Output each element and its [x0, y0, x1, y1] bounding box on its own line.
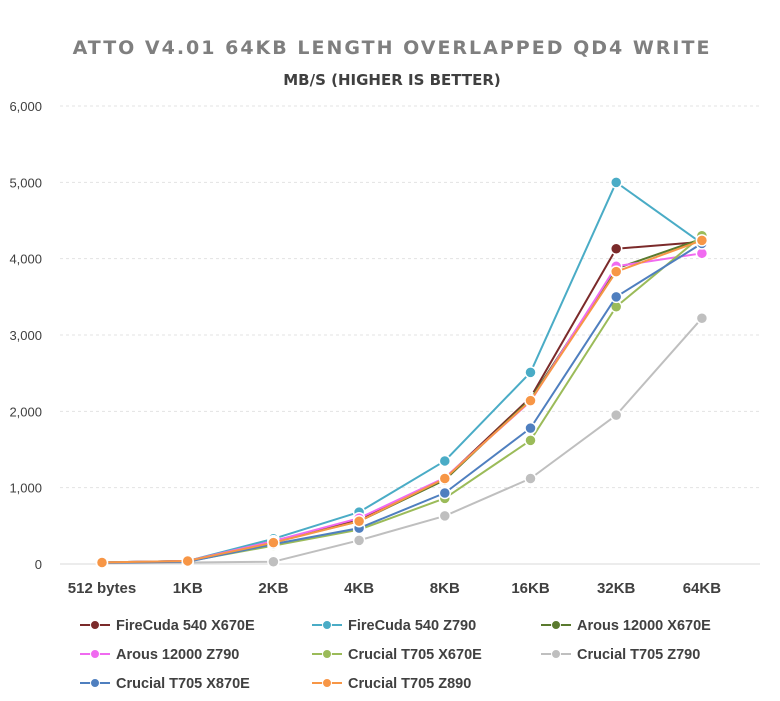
legend-marker — [90, 649, 100, 659]
data-point — [95, 556, 109, 569]
legend-label: FireCuda 540 X670E — [116, 618, 255, 634]
series-arous-12000-x670e — [95, 232, 709, 569]
x-axis: 512 bytes 1KB 2KB 4KB 8KB 16KB 32KB 64KB — [60, 563, 760, 597]
legend-item: Crucial T705 Z890 — [312, 676, 471, 692]
series-line — [101, 234, 703, 564]
legend-item: Crucial T705 Z790 — [541, 647, 700, 663]
y-tick-label: 3,000 — [9, 328, 42, 343]
series-firecuda-540-x670e — [95, 235, 709, 569]
legend-item: Crucial T705 X670E — [312, 647, 482, 663]
data-point — [695, 311, 709, 325]
data-point — [609, 176, 623, 189]
series-line — [101, 181, 703, 564]
legend-label: Arous 12000 Z790 — [116, 647, 239, 663]
y-tick-label: 4,000 — [9, 252, 42, 267]
x-tick-label: 64KB — [683, 580, 722, 597]
data-point — [609, 290, 623, 304]
legend-item: FireCuda 540 Z790 — [312, 618, 476, 634]
y-axis: 0 1,000 2,000 3,000 4,000 5,000 6,000 — [9, 99, 42, 572]
legend-label: Crucial T705 X870E — [116, 676, 250, 692]
data-point — [438, 472, 452, 485]
legend-item: FireCuda 540 X670E — [80, 618, 255, 634]
legend-marker — [90, 678, 100, 688]
data-point — [695, 234, 709, 247]
data-point — [267, 536, 280, 549]
x-tick-label: 1KB — [173, 580, 203, 597]
legend-label: Crucial T705 Z790 — [577, 647, 700, 663]
gridlines — [60, 105, 760, 565]
series-group — [95, 176, 709, 570]
legend-marker — [322, 678, 332, 688]
x-tick-label: 512 bytes — [68, 580, 136, 597]
series-crucial-t705-x670e — [95, 229, 709, 569]
series-crucial-t705-x870e — [95, 237, 709, 570]
legend: FireCuda 540 X670E FireCuda 540 Z790 Arous… — [80, 618, 711, 692]
legend-marker — [551, 649, 561, 659]
legend-item: Arous 12000 Z790 — [80, 647, 239, 663]
data-point — [267, 555, 280, 568]
x-tick-label: 32KB — [597, 580, 636, 597]
series-line — [101, 317, 703, 565]
legend-marker — [551, 620, 561, 630]
y-tick-label: 0 — [35, 557, 42, 572]
data-point — [524, 366, 537, 379]
legend-label: Crucial T705 Z890 — [348, 676, 471, 692]
data-point — [352, 515, 366, 528]
series-crucial-t705-z890 — [95, 234, 709, 569]
data-point — [181, 554, 194, 568]
legend-item: Crucial T705 X870E — [80, 676, 250, 692]
data-point — [524, 472, 537, 485]
data-point — [609, 408, 623, 422]
chart-subtitle: MB/S (HIGHER IS BETTER) — [283, 71, 501, 89]
x-tick-label: 16KB — [511, 580, 550, 597]
y-tick-label: 1,000 — [9, 481, 42, 496]
data-point — [438, 509, 452, 523]
data-point — [524, 421, 537, 435]
series-firecuda-540-z790 — [95, 176, 709, 569]
legend-marker — [322, 620, 332, 630]
series-line — [101, 239, 703, 564]
data-point — [609, 265, 623, 278]
series-crucial-t705-z790 — [95, 311, 709, 570]
data-point — [438, 454, 452, 468]
legend-label: Arous 12000 X670E — [577, 618, 711, 634]
y-tick-label: 2,000 — [9, 404, 42, 419]
legend-marker — [322, 649, 332, 659]
data-point — [609, 242, 623, 255]
legend-marker — [90, 620, 100, 630]
x-tick-label: 2KB — [258, 580, 288, 597]
data-point — [438, 486, 452, 500]
x-tick-label: 8KB — [430, 580, 460, 597]
legend-label: Crucial T705 X670E — [348, 647, 482, 663]
data-point — [352, 534, 366, 547]
legend-label: FireCuda 540 Z790 — [348, 618, 476, 634]
x-tick-label: 4KB — [344, 580, 374, 597]
y-tick-label: 6,000 — [9, 99, 42, 114]
y-tick-label: 5,000 — [9, 175, 42, 190]
chart-title: ATTO V4.01 64KB LENGTH OVERLAPPED QD4 WR… — [73, 37, 712, 59]
data-point — [524, 394, 537, 407]
legend-item: Arous 12000 X670E — [541, 618, 711, 634]
data-point — [524, 434, 537, 447]
